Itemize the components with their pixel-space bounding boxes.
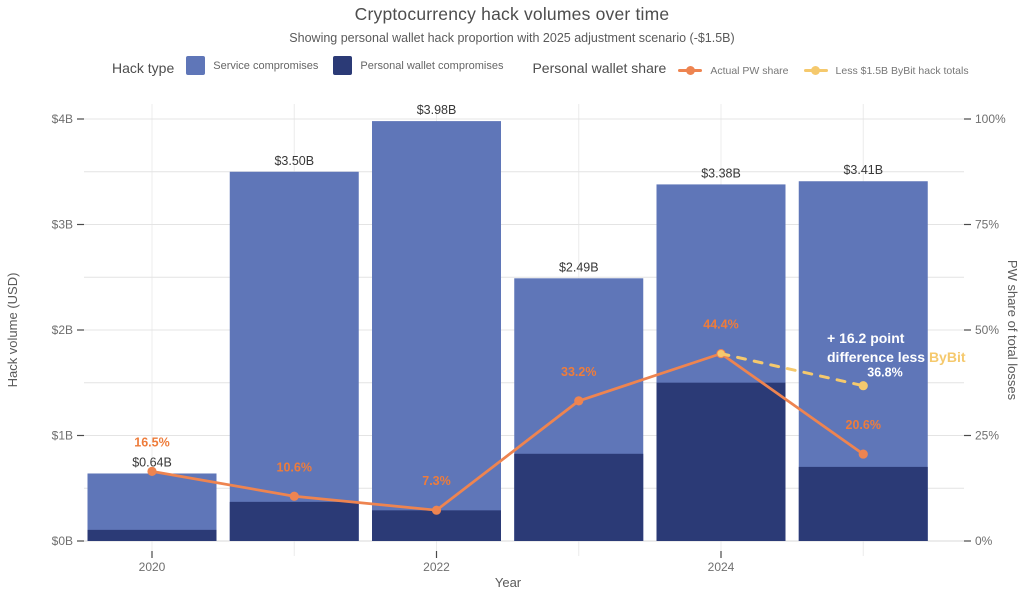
pw-share-label-2024: 44.4% xyxy=(703,318,738,332)
legend-item-personal-wallet-compromises: Personal wallet compromises xyxy=(333,56,503,75)
bar-personal-wallet-2022 xyxy=(372,510,501,541)
x-axis-tick-label: 2024 xyxy=(708,560,735,574)
bar-total-label-2021: $3.50B xyxy=(274,154,314,168)
bar-total-label-2025: $3.41B xyxy=(843,163,883,177)
bybit-scenario-point-2025 xyxy=(858,381,868,391)
bar-service-2020 xyxy=(87,473,217,541)
pw-share-label-2023: 33.2% xyxy=(561,365,596,379)
bybit-scenario-point-2024 xyxy=(717,350,725,358)
x-axis-title: Year xyxy=(495,575,522,590)
legend-item-label: Less $1.5B ByBit hack totals xyxy=(835,64,969,77)
x-axis-tick-label: 2022 xyxy=(423,560,450,574)
legend-point-icon xyxy=(685,66,695,75)
bybit-scenario-line xyxy=(719,352,865,388)
legend-swatch-icon xyxy=(186,56,206,75)
right-axis-tick-label: 50% xyxy=(975,323,999,337)
pw-share-point-2023 xyxy=(574,396,584,406)
pw-share-point-2020 xyxy=(147,466,157,476)
bar-personal-wallet-2025 xyxy=(798,466,928,541)
legend-line-marker-icon xyxy=(678,66,703,75)
pw-share-label-2020: 16.5% xyxy=(134,435,169,449)
legend-line-items: Actual PW share Less $1.5B ByBit hack tot… xyxy=(678,59,983,77)
chart-legend: Hack type Service compromises Personal wa… xyxy=(0,55,1024,81)
right-axis-title: PW share of total losses xyxy=(1005,260,1020,401)
pw-share-point-2025 xyxy=(858,449,868,459)
annotation-line1: + 16.2 point xyxy=(827,330,905,346)
pw-share-label-2021: 10.6% xyxy=(277,460,312,474)
legend-item-less-1-5b-bybit-hack-totals: Less $1.5B ByBit hack totals xyxy=(803,64,969,77)
chart-title: Cryptocurrency hack volumes over time xyxy=(354,4,670,24)
bar-service-2022 xyxy=(372,121,501,542)
annotation-line2: difference less ByBit xyxy=(827,349,966,365)
bar-total-label-2024: $3.38B xyxy=(701,166,741,180)
left-axis-tick-label: $0B xyxy=(52,534,73,548)
bar-service-2021 xyxy=(229,171,359,541)
left-axis-tick-label: $1B xyxy=(52,429,73,443)
legend-item-label: Service compromises xyxy=(213,59,319,72)
legend-item-label: Personal wallet compromises xyxy=(360,59,504,72)
x-axis-tick-label: 2020 xyxy=(139,560,166,574)
left-axis-tick-label: $2B xyxy=(52,323,73,337)
legend-bar-items: Service compromises Personal wallet compr… xyxy=(186,56,518,80)
bar-personal-wallet-2023 xyxy=(514,453,644,541)
pw-share-point-2021 xyxy=(289,491,299,501)
bar-total-label-2020: $0.64B xyxy=(132,455,172,469)
right-axis-tick-label: 100% xyxy=(975,112,1006,126)
left-axis-title: Hack volume (USD) xyxy=(5,273,20,388)
right-axis-tick-label: 25% xyxy=(975,429,999,443)
right-axis-tick-label: 0% xyxy=(975,534,993,548)
legend-item-label: Actual PW share xyxy=(710,64,789,77)
legend-line-marker-icon xyxy=(803,66,828,75)
bar-personal-wallet-2020 xyxy=(87,529,217,541)
pw-share-label-2022: 7.3% xyxy=(422,474,451,488)
pw-share-line xyxy=(150,352,865,512)
bar-personal-wallet-2024 xyxy=(656,382,786,541)
left-axis-tick-label: $4B xyxy=(52,112,73,126)
bybit-scenario-label: 36.8% xyxy=(867,366,902,380)
pw-share-label-2025: 20.6% xyxy=(846,418,881,432)
bar-personal-wallet-2021 xyxy=(229,501,359,541)
legend-pw-share-title: Personal wallet share xyxy=(532,60,667,76)
bar-total-label-2022: $3.98B xyxy=(417,103,457,117)
bar-total-label-2023: $2.49B xyxy=(559,260,599,274)
legend-item-actual-pw-share: Actual PW share xyxy=(678,64,789,77)
chart-subtitle: Showing personal wallet hack proportion … xyxy=(289,31,735,45)
pw-share-point-2022 xyxy=(431,505,442,515)
legend-point-icon xyxy=(811,66,821,75)
left-axis-tick-label: $3B xyxy=(52,218,73,232)
legend-hack-type-title: Hack type xyxy=(112,60,175,76)
legend-item-service-compromises: Service compromises xyxy=(186,56,318,75)
legend-swatch-icon xyxy=(333,56,353,75)
right-axis-tick-label: 75% xyxy=(975,218,999,232)
